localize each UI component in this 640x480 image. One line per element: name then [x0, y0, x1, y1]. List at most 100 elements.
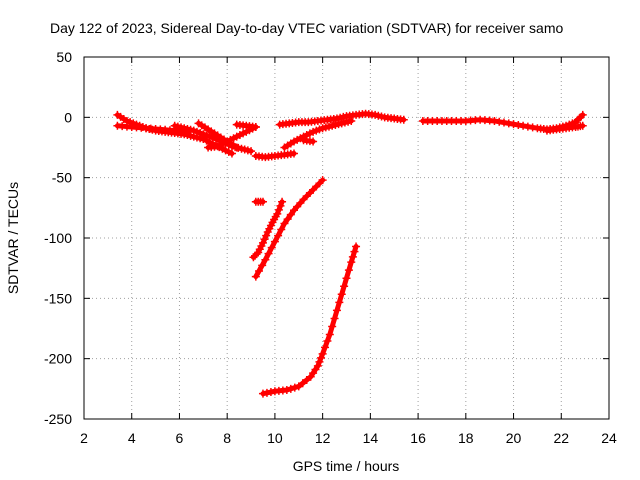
- data-point: [332, 306, 341, 315]
- data-point: [347, 258, 356, 267]
- y-tick-label: 50: [56, 49, 72, 65]
- data-point: [347, 116, 356, 125]
- data-point: [578, 121, 587, 130]
- data-point: [352, 242, 361, 251]
- data-point: [286, 384, 295, 393]
- data-point: [514, 120, 523, 129]
- x-tick-label: 4: [128, 430, 136, 446]
- series-14: [249, 197, 287, 262]
- x-tick-label: 14: [363, 430, 379, 446]
- grid: [84, 57, 609, 419]
- series-16: [258, 242, 361, 398]
- y-tick-label: -100: [44, 230, 72, 246]
- data-point: [325, 330, 334, 339]
- data-point: [318, 176, 327, 185]
- data-point: [330, 314, 339, 323]
- series-trace: [253, 177, 326, 280]
- data-point: [348, 252, 357, 261]
- data-point: [274, 205, 283, 214]
- plot-frame: [83, 56, 610, 420]
- x-tick-label: 10: [267, 430, 283, 446]
- data-point: [258, 197, 267, 206]
- data-point: [350, 247, 359, 256]
- series-10: [299, 136, 318, 146]
- data-point: [500, 118, 508, 127]
- data-point: [286, 210, 295, 219]
- data-point: [258, 389, 267, 398]
- x-tick-label: 24: [601, 430, 617, 446]
- data-point: [260, 235, 269, 244]
- series-6: [232, 120, 260, 131]
- data-point: [335, 298, 344, 307]
- data-point: [504, 119, 513, 128]
- data-point: [252, 250, 261, 259]
- data-point: [309, 137, 318, 146]
- data-point: [523, 122, 532, 131]
- data-point: [232, 143, 241, 152]
- data-point: [251, 272, 260, 281]
- data-point: [290, 149, 298, 158]
- x-tick-label: 2: [80, 430, 88, 446]
- data-point: [261, 255, 270, 264]
- data-point: [273, 209, 282, 218]
- data-point: [328, 322, 337, 331]
- x-tick-label: 16: [410, 430, 426, 446]
- data-point: [262, 231, 271, 240]
- x-tick-label: 12: [315, 430, 331, 446]
- y-tick-label: -50: [52, 170, 72, 186]
- data-point: [323, 336, 332, 345]
- x-tick-label: 6: [176, 430, 184, 446]
- data-point: [280, 219, 289, 228]
- data-marks: [113, 109, 587, 398]
- data-point: [262, 388, 271, 397]
- data-point: [290, 383, 299, 392]
- x-tick-label: 18: [458, 430, 474, 446]
- data-point: [315, 357, 324, 366]
- y-tick-label: -150: [44, 290, 72, 306]
- data-point: [313, 361, 322, 370]
- series-15: [251, 176, 327, 281]
- data-point: [270, 237, 279, 246]
- axis-ticks: 2 4 6 8 10 12 14 16 18 20 22 24-250-200-150-100-500…: [44, 49, 617, 446]
- data-point: [509, 120, 518, 129]
- data-point: [344, 266, 353, 275]
- series-13: [251, 197, 267, 206]
- series-2: [113, 121, 193, 136]
- chart-title: Day 122 of 2023, Sidereal Day-to-day VTE…: [50, 20, 563, 36]
- y-tick-label: -250: [44, 411, 72, 427]
- data-point: [267, 243, 276, 252]
- data-point: [258, 238, 267, 247]
- data-point: [227, 149, 236, 158]
- data-point: [283, 215, 292, 224]
- data-point: [528, 123, 537, 132]
- series-8: [275, 109, 408, 129]
- data-point: [342, 274, 351, 283]
- x-tick-label: 20: [506, 430, 522, 446]
- data-point: [490, 116, 499, 125]
- x-axis-label: GPS time / hours: [293, 458, 400, 474]
- series-12: [542, 121, 587, 135]
- data-point: [578, 110, 587, 119]
- data-point: [247, 147, 256, 156]
- y-tick-label: -200: [44, 351, 72, 367]
- data-point: [340, 282, 349, 291]
- data-point: [274, 231, 283, 240]
- data-point: [318, 349, 327, 358]
- y-tick-label: 0: [64, 109, 72, 125]
- data-point: [317, 353, 326, 362]
- data-point: [519, 121, 528, 130]
- y-axis-label: SDTVAR / TECUs: [5, 182, 21, 294]
- series-7: [251, 149, 298, 162]
- data-point: [264, 249, 273, 258]
- data-point: [337, 290, 346, 299]
- data-point: [277, 225, 286, 234]
- data-point: [255, 266, 263, 275]
- data-point: [266, 388, 275, 397]
- data-point: [282, 386, 291, 395]
- data-point: [251, 122, 260, 131]
- x-tick-label: 8: [223, 430, 231, 446]
- x-tick-label: 22: [553, 430, 569, 446]
- series-trace: [260, 243, 359, 397]
- data-point: [276, 201, 285, 210]
- data-point: [258, 261, 267, 270]
